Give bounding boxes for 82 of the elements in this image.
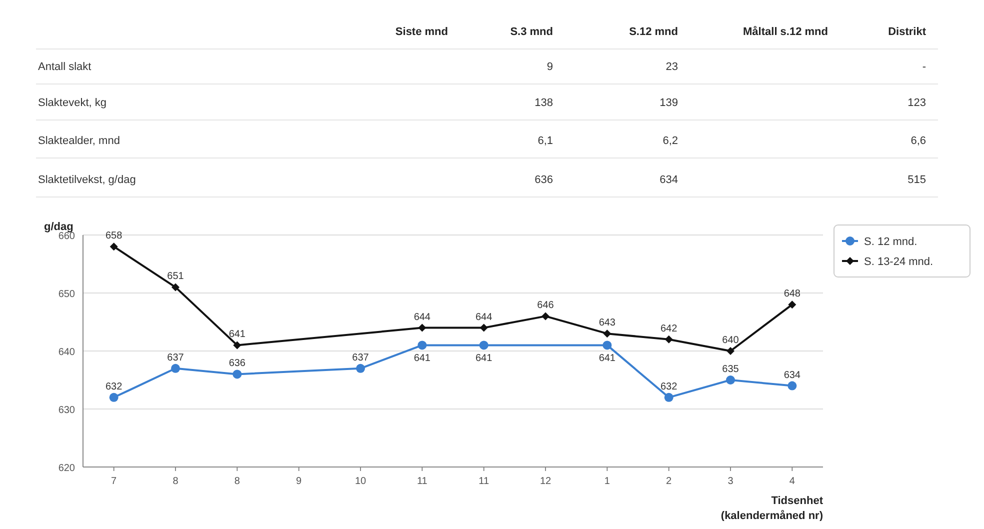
text: 138: [534, 97, 553, 109]
y-tick-label: 620: [58, 463, 76, 474]
point: [664, 335, 673, 344]
data-label: 637: [167, 352, 184, 364]
y-tick-label: 650: [58, 289, 76, 300]
data-label: 637: [352, 352, 370, 364]
legend-label: S. 12 mnd.: [864, 236, 918, 248]
category-label: Slaktetilvekst, g/dag: [38, 174, 136, 186]
x-tick-label: 2: [666, 476, 672, 487]
category-label: Antall slakt: [38, 61, 92, 73]
x-tick-label: 4: [789, 476, 796, 487]
x-tick-label: 7: [111, 476, 118, 487]
point: [172, 283, 180, 292]
point: [726, 347, 734, 355]
x-tick-label: 11: [416, 476, 428, 487]
data-label: 640: [722, 335, 740, 346]
data-label: 632: [660, 381, 678, 392]
point: [356, 364, 365, 373]
category-label: Siste mnd: [395, 26, 448, 38]
point: [418, 340, 427, 350]
y-tick-label: 660: [58, 231, 76, 242]
data-label: 648: [784, 288, 801, 300]
category-label: S.12 mnd: [629, 26, 678, 38]
x-tick-label: 10: [354, 476, 366, 487]
text: 123: [908, 97, 926, 109]
data-label: 643: [598, 318, 616, 329]
point: [788, 300, 796, 309]
x-tick-label: 12: [540, 476, 552, 487]
data-label: 634: [784, 370, 801, 381]
point: [479, 340, 488, 350]
category-label: Måltall s.12 mnd: [743, 25, 828, 38]
data-label: 642: [660, 323, 678, 334]
data-label: 644: [475, 312, 493, 323]
point: [542, 312, 550, 320]
text: 23: [666, 61, 678, 73]
text: 515: [908, 174, 926, 186]
point: [109, 392, 118, 402]
category-label: Distrikt: [888, 26, 926, 38]
data-label: 632: [105, 381, 123, 392]
x-tick-label: 3: [728, 476, 734, 487]
point: [602, 340, 612, 350]
point: [233, 341, 242, 350]
text: -: [922, 61, 926, 73]
legend-label: S. 13-24 mnd.: [864, 256, 934, 268]
text: 636: [534, 174, 553, 186]
x-axis-title: Tidsenhet (kalendermåned nr): [720, 495, 824, 522]
data-label: 644: [414, 312, 431, 323]
y-axis-title: g/dag: [44, 221, 74, 233]
data-label: 635: [722, 364, 740, 375]
x-tick-label: 11: [478, 476, 490, 487]
point: [418, 324, 426, 332]
point: [726, 376, 735, 384]
point: [603, 330, 612, 338]
y-tick-label: 640: [58, 347, 76, 358]
point: [171, 364, 180, 373]
x-tick-label: 1: [604, 476, 610, 487]
x-tick-label: 9: [296, 476, 302, 487]
category-label: Slaktevekt, kg: [38, 97, 106, 109]
data-label: 641: [414, 353, 431, 364]
text: 6,2: [662, 135, 678, 147]
text: 139: [660, 97, 678, 109]
text: 634: [660, 174, 678, 186]
category-label: Slaktealder, mnd: [38, 135, 120, 147]
data-label: 658: [105, 230, 123, 242]
category-label: S.3 mnd: [510, 26, 553, 38]
data-label: 641: [598, 353, 616, 364]
point: [232, 370, 242, 379]
point: [664, 392, 674, 402]
data-label: 641: [475, 353, 493, 364]
text: 6,1: [538, 135, 553, 147]
data-label: 651: [167, 271, 184, 282]
text: 9: [546, 61, 553, 73]
y-tick-label: 630: [58, 405, 76, 416]
text: 6,6: [910, 135, 926, 147]
data-label: 636: [228, 358, 246, 370]
point: [788, 381, 797, 390]
point: [110, 242, 118, 251]
data-label: 646: [537, 300, 554, 312]
x-tick-label: 8: [172, 476, 179, 487]
data-label: 641: [228, 329, 246, 340]
point: [480, 324, 488, 332]
x-tick-label: 8: [234, 476, 240, 487]
